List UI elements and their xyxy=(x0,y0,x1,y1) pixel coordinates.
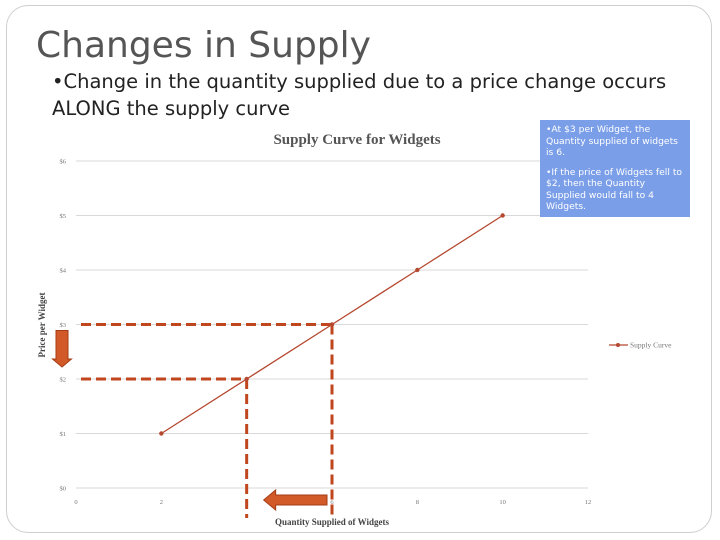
quantity-left-arrow xyxy=(262,488,328,512)
data-point xyxy=(500,213,505,218)
x-tick-label: 12 xyxy=(585,499,592,506)
chart-title: Supply Curve for Widgets xyxy=(273,132,440,148)
bullet-text: •Change in the quantity supplied due to … xyxy=(52,70,667,120)
x-axis-label: Quantity Supplied of Widgets xyxy=(275,517,389,527)
slide-title: Changes in Supply xyxy=(36,25,371,66)
data-point xyxy=(244,376,249,382)
y-tick-label: $5 xyxy=(60,213,67,220)
legend-label: Supply Curve xyxy=(630,341,672,350)
legend-marker xyxy=(616,343,620,347)
y-tick-label: $2 xyxy=(60,377,67,384)
note-box: •At $3 per Widget, the Quantity supplied… xyxy=(540,120,690,217)
note-line-1: •At $3 per Widget, the Quantity supplied… xyxy=(546,124,678,158)
price-down-arrow xyxy=(51,330,73,368)
x-tick-label: 8 xyxy=(416,499,419,506)
legend: Supply Curve xyxy=(609,341,672,350)
x-tick-label: 6 xyxy=(330,499,334,506)
y-tick-label: $0 xyxy=(60,486,67,493)
x-tick-label: 2 xyxy=(160,499,163,506)
y-tick-label: $6 xyxy=(60,159,67,166)
x-tick-label: 0 xyxy=(74,499,77,506)
data-point xyxy=(329,322,335,327)
data-point xyxy=(415,267,420,273)
y-tick-label: $3 xyxy=(60,322,67,329)
y-tick-label: $4 xyxy=(60,268,67,275)
x-tick-label: 10 xyxy=(499,499,506,506)
y-axis-label: Price per Widget xyxy=(37,293,47,358)
y-tick-label: $1 xyxy=(60,431,67,438)
note-line-2: •If the price of Widgets fell to $2, the… xyxy=(546,166,683,213)
slide-frame xyxy=(6,5,712,533)
data-point xyxy=(159,431,164,436)
